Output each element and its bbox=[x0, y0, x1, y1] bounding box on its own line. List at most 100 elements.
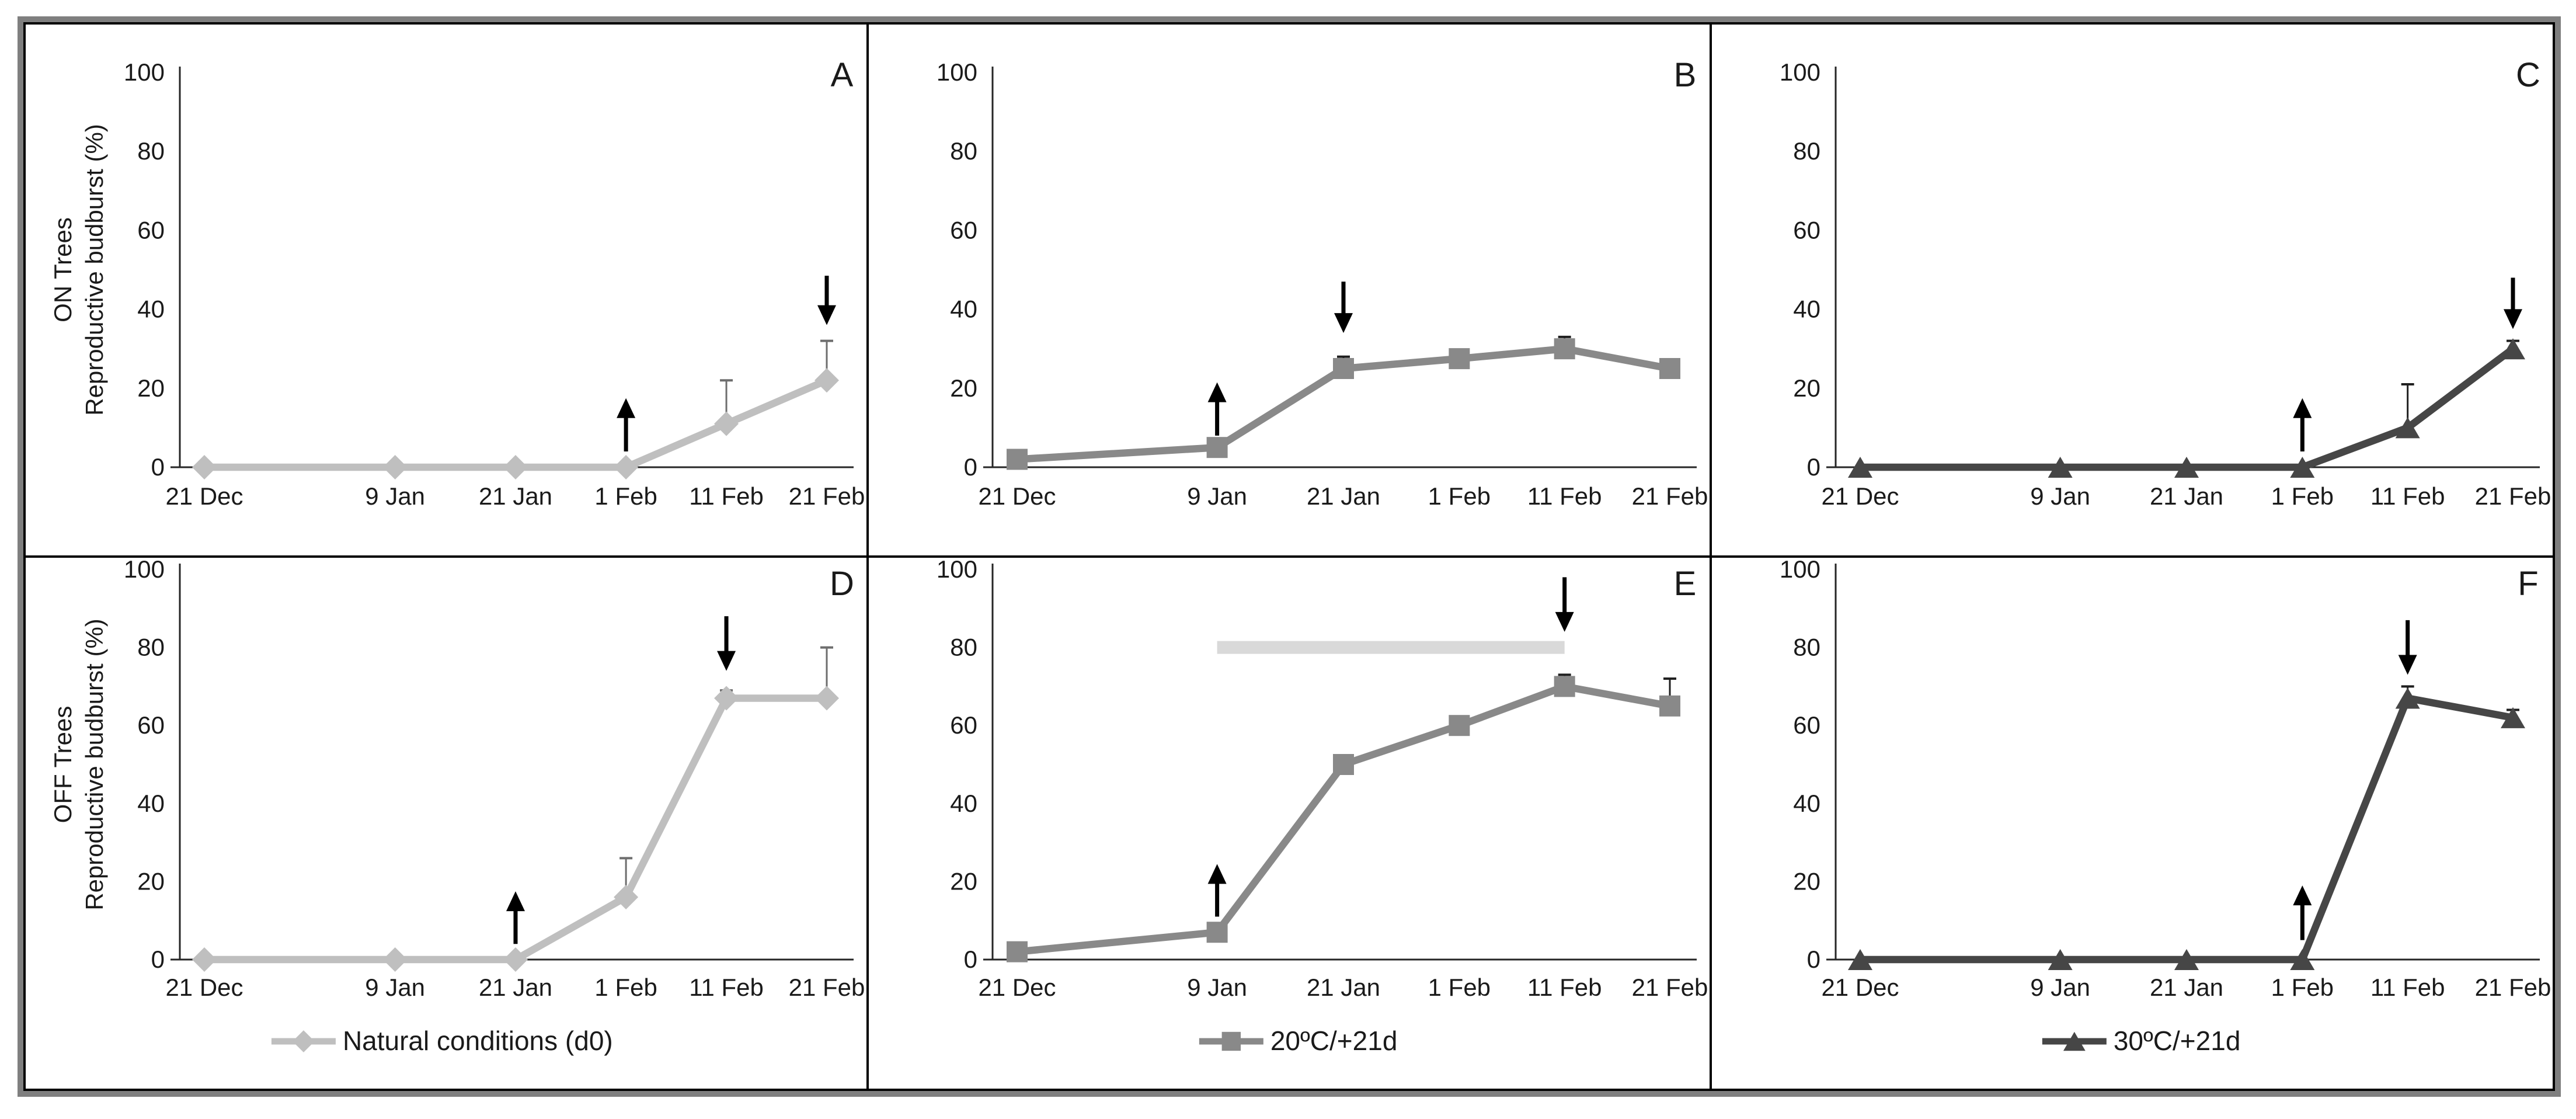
x-tick-label: 1 Feb bbox=[1428, 482, 1491, 510]
y-tick-label: 20 bbox=[137, 374, 165, 402]
data-point-marker bbox=[1449, 715, 1470, 736]
series-line bbox=[1860, 694, 2514, 964]
y-axis-title-budburst: Reproductive budburst (%) bbox=[81, 124, 108, 416]
y-axis-title-budburst: Reproductive budburst (%) bbox=[81, 618, 108, 911]
panel-letter: A bbox=[831, 56, 854, 94]
y-tick-label: 20 bbox=[950, 374, 977, 402]
x-tick-label: 9 Jan bbox=[1187, 974, 1247, 1001]
x-tick-label: 11 Feb bbox=[689, 482, 764, 510]
data-point-marker bbox=[382, 947, 408, 972]
panel-f-chart: 0 20 40 60 80 100 21 Dec 9 Jan 21 Jan 1 Feb 11 Feb… bbox=[1780, 558, 2551, 1056]
x-tick-label: 21 Jan bbox=[2150, 482, 2223, 510]
panel-c-chart: 0 20 40 60 80 100 21 Dec 9 Jan 21 Jan 1 Feb 11 Feb… bbox=[1780, 56, 2551, 510]
data-point-marker bbox=[2501, 707, 2525, 728]
y-tick-label: 100 bbox=[937, 58, 977, 86]
data-point-marker bbox=[714, 411, 739, 436]
x-tick-label: 11 Feb bbox=[1527, 482, 1602, 510]
y-tick-label: 80 bbox=[1793, 634, 1820, 661]
x-tick-label: 9 Jan bbox=[365, 482, 425, 510]
y-tick-label: 0 bbox=[964, 453, 977, 481]
data-point-marker bbox=[293, 1030, 315, 1052]
y-tick-label: 20 bbox=[950, 867, 977, 895]
y-tick-label: 40 bbox=[1793, 296, 1820, 323]
data-point-marker bbox=[192, 455, 217, 479]
data-point-marker bbox=[1206, 437, 1228, 458]
x-tick-label: 21 Dec bbox=[978, 974, 1056, 1001]
x-tick-label: 21 Dec bbox=[165, 482, 243, 510]
panel-a-chart: 0 20 40 60 80 100 21 Dec 9 Jan 21 Jan 1 Feb 11 Feb… bbox=[49, 56, 865, 510]
y-tick-label: 60 bbox=[1793, 711, 1820, 739]
data-point-marker bbox=[1333, 754, 1354, 775]
x-tick-label: 1 Feb bbox=[2271, 974, 2334, 1001]
data-point-marker bbox=[2174, 457, 2199, 478]
y-tick-label: 100 bbox=[124, 558, 165, 583]
x-tick-label: 21 Feb bbox=[1632, 482, 1708, 510]
x-tick-label: 11 Feb bbox=[689, 974, 764, 1001]
y-tick-label: 60 bbox=[1793, 216, 1820, 244]
y-tick-label: 0 bbox=[1807, 453, 1820, 481]
panel-c-cell: 0 20 40 60 80 100 21 Dec 9 Jan 21 Jan 1 Feb 11 Feb… bbox=[1712, 25, 2553, 555]
x-tick-label: 11 Feb bbox=[1527, 974, 1602, 1001]
data-point-marker bbox=[1848, 949, 1872, 970]
x-tick-label: 21 Feb bbox=[789, 974, 865, 1001]
x-tick-label: 21 Jan bbox=[479, 974, 552, 1001]
up-arrow-icon bbox=[2293, 398, 2312, 418]
up-arrow-icon bbox=[506, 891, 525, 912]
x-tick-label: 21 Dec bbox=[978, 482, 1056, 510]
x-tick-label: 1 Feb bbox=[2271, 482, 2334, 510]
legend-label: Natural conditions (d0) bbox=[343, 1026, 613, 1056]
up-arrow-icon bbox=[617, 398, 636, 418]
data-point-marker bbox=[382, 455, 408, 479]
data-point-marker bbox=[2290, 457, 2315, 478]
data-point-marker bbox=[814, 368, 839, 393]
data-point-marker bbox=[814, 686, 839, 711]
data-point-marker bbox=[2395, 687, 2420, 709]
panel-f-cell: 0 20 40 60 80 100 21 Dec 9 Jan 21 Jan 1 Feb 11 Feb… bbox=[1712, 558, 2553, 1089]
down-arrow-icon bbox=[2398, 655, 2417, 675]
y-tick-label: 20 bbox=[1793, 867, 1820, 895]
down-arrow-icon bbox=[1555, 611, 1574, 632]
series-line bbox=[1017, 682, 1671, 955]
data-point-marker bbox=[1659, 358, 1680, 379]
y-tick-label: 0 bbox=[1807, 946, 1820, 973]
data-point-marker bbox=[192, 947, 217, 972]
y-tick-label: 0 bbox=[151, 946, 165, 973]
x-tick-label: 1 Feb bbox=[594, 974, 657, 1001]
x-tick-label: 21 Feb bbox=[789, 482, 865, 510]
down-arrow-icon bbox=[2504, 309, 2522, 329]
data-point-marker bbox=[503, 455, 528, 479]
y-tick-label: 100 bbox=[124, 58, 165, 86]
y-tick-label: 20 bbox=[1793, 374, 1820, 402]
down-arrow-icon bbox=[717, 651, 736, 671]
y-tick-label: 60 bbox=[950, 711, 977, 739]
y-tick-label: 80 bbox=[950, 137, 977, 165]
panel-letter: F bbox=[2518, 565, 2538, 603]
data-point-marker bbox=[1554, 338, 1575, 360]
x-tick-label: 9 Jan bbox=[365, 974, 425, 1001]
panel-letter: E bbox=[1674, 565, 1697, 603]
up-arrow-icon bbox=[1207, 382, 1227, 402]
up-arrow-icon bbox=[1207, 864, 1227, 884]
panel-letter: C bbox=[2516, 56, 2540, 94]
x-tick-label: 21 Jan bbox=[479, 482, 552, 510]
x-tick-label: 21 Dec bbox=[165, 974, 243, 1001]
y-tick-label: 100 bbox=[1780, 558, 1820, 583]
data-point-marker bbox=[1007, 941, 1028, 962]
y-tick-label: 20 bbox=[137, 867, 165, 895]
panel-b-chart: 0 20 40 60 80 100 21 Dec 9 Jan 21 Jan 1 Feb 11 Feb… bbox=[937, 56, 1708, 510]
data-point-marker bbox=[2048, 949, 2073, 970]
data-point-marker bbox=[2048, 457, 2073, 478]
data-point-marker bbox=[1554, 676, 1575, 697]
data-point-marker bbox=[614, 455, 639, 479]
legend-label: 30ºC/+21d bbox=[2114, 1026, 2241, 1056]
x-tick-label: 9 Jan bbox=[2030, 482, 2090, 510]
data-point-marker bbox=[2395, 417, 2420, 439]
up-arrow-icon bbox=[2293, 885, 2312, 906]
y-tick-label: 0 bbox=[151, 453, 165, 481]
panel-b-cell: 0 20 40 60 80 100 21 Dec 9 Jan 21 Jan 1 Feb 11 Feb… bbox=[869, 25, 1710, 555]
y-axis-title-trees: ON Trees bbox=[49, 217, 76, 322]
data-point-marker bbox=[1007, 449, 1028, 470]
data-point-marker bbox=[614, 885, 639, 910]
y-tick-label: 80 bbox=[137, 634, 165, 661]
data-point-marker bbox=[1848, 457, 1872, 478]
